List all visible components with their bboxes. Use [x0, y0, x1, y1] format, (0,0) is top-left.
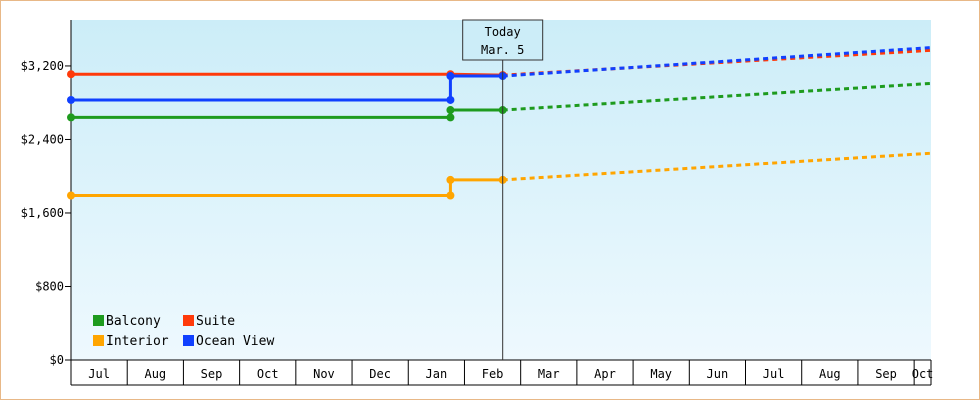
plot-area — [71, 20, 931, 360]
y-tick-label: $1,600 — [21, 206, 64, 220]
legend-label: Balcony — [106, 314, 161, 329]
legend-label: Interior — [106, 334, 169, 349]
data-point — [67, 113, 75, 122]
month-label: Jul — [88, 367, 110, 381]
month-label: Mar — [538, 367, 560, 381]
today-box — [462, 19, 544, 61]
data-point — [67, 95, 75, 104]
legend-label: Suite — [196, 314, 235, 329]
x-axis: Jul Aug Sep Oct Nov Dec Jan Feb Mar Apr May Jun Jul A… — [70, 359, 934, 386]
data-point — [446, 106, 455, 115]
legend-swatch — [93, 315, 104, 326]
data-point — [67, 191, 75, 200]
series-history-line — [71, 74, 503, 102]
data-point — [67, 70, 75, 79]
month-label: Sep — [875, 367, 897, 381]
month-label: Jul — [763, 367, 785, 381]
data-point — [446, 72, 455, 81]
series-history-line — [71, 178, 503, 198]
legend: Balcony Suite Interior Ocean View — [93, 314, 274, 349]
legend-swatch — [183, 335, 194, 346]
y-tick-label: $3,200 — [21, 59, 64, 73]
y-tick-label: $2,400 — [21, 132, 64, 146]
data-point — [446, 95, 455, 104]
legend-swatch — [93, 335, 104, 346]
legend-label: Ocean View — [196, 334, 274, 349]
data-point — [446, 175, 455, 184]
month-label: Sep — [201, 367, 223, 381]
month-label: May — [650, 367, 672, 381]
month-label: Jan — [426, 367, 448, 381]
month-label: Dec — [369, 367, 391, 381]
y-axis: $0 $800 $1,600 $2,400 $3,200 — [21, 20, 72, 367]
month-label: Apr — [594, 367, 616, 381]
today-label: Today — [485, 25, 521, 39]
data-point — [446, 113, 455, 122]
legend-swatch — [183, 315, 194, 326]
month-label: Nov — [313, 367, 335, 381]
month-label: Oct — [257, 367, 279, 381]
month-label: Oct — [912, 367, 934, 381]
data-point — [446, 191, 455, 200]
series-history-line — [71, 72, 503, 77]
today-marker: Today Mar. 5 — [462, 19, 544, 360]
month-label: Aug — [144, 367, 166, 381]
y-tick-label: $800 — [35, 279, 64, 293]
series-layer — [67, 46, 932, 200]
month-label: Jun — [707, 367, 729, 381]
month-label: Feb — [482, 367, 504, 381]
y-tick-label: $0 — [50, 353, 64, 367]
month-label: Aug — [819, 367, 841, 381]
today-date: Mar. 5 — [481, 43, 524, 57]
